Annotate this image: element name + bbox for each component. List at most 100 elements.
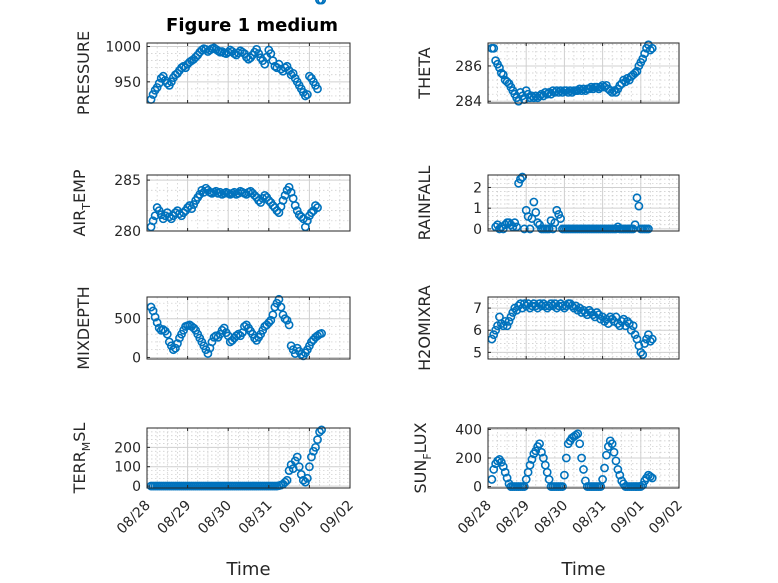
data-point bbox=[489, 465, 499, 474]
data-point bbox=[233, 188, 243, 198]
data-point bbox=[203, 349, 213, 358]
data-point bbox=[647, 334, 657, 344]
y-axis-label-subscript: T bbox=[80, 203, 93, 211]
subplot-8: 0 200 400 SUNFLUX 08/2808/2908/3008/3109/010… bbox=[411, 422, 686, 580]
x-axis-label: Time bbox=[225, 559, 270, 580]
axes-box bbox=[487, 42, 680, 104]
data-point bbox=[567, 301, 577, 311]
figure-title: Figure 1 medium bbox=[166, 15, 338, 36]
data-point bbox=[592, 308, 602, 317]
y-tick-label: 0 bbox=[132, 350, 141, 366]
data-point bbox=[152, 318, 162, 327]
data-point bbox=[514, 178, 523, 188]
data-point bbox=[638, 350, 648, 359]
data-point bbox=[558, 482, 567, 491]
data-point bbox=[317, 0, 326, 5]
data-point bbox=[531, 446, 541, 456]
data-point bbox=[556, 86, 565, 96]
y-tick-label: 284 bbox=[455, 94, 482, 110]
data-point bbox=[296, 212, 306, 222]
data-point bbox=[525, 460, 535, 470]
data-point bbox=[307, 208, 316, 218]
data-point bbox=[274, 294, 284, 304]
data-point bbox=[508, 222, 518, 232]
x-tick-label: 08/28 bbox=[455, 498, 495, 538]
data-point bbox=[302, 90, 312, 99]
data-point bbox=[498, 462, 508, 471]
data-point bbox=[577, 86, 586, 96]
data-point bbox=[504, 316, 514, 326]
data-point bbox=[500, 316, 510, 326]
y-tick-label: 200 bbox=[114, 440, 141, 456]
data-point bbox=[489, 330, 499, 340]
data-point bbox=[250, 333, 259, 343]
data-point bbox=[579, 465, 588, 474]
subplot-7: 0 100 200 TERRMSL 08/28 08/29 08/30 08/31 09/01 0… bbox=[70, 423, 357, 580]
data-point bbox=[628, 321, 638, 331]
data-point bbox=[164, 212, 174, 222]
data-point bbox=[201, 44, 211, 54]
data-point bbox=[282, 475, 292, 485]
data-point bbox=[496, 457, 506, 467]
y-tick-label: 2 bbox=[473, 180, 482, 196]
y-axis-label: SUNFLUX bbox=[411, 422, 434, 493]
data-point bbox=[162, 78, 172, 88]
data-point bbox=[529, 197, 539, 207]
y-tick-label: 0 bbox=[473, 222, 482, 238]
data-point bbox=[561, 453, 571, 463]
data-point bbox=[313, 84, 322, 94]
y-axis-label: H2OMIXRA bbox=[415, 285, 434, 371]
y-axis-label: RAINFALL bbox=[415, 166, 434, 241]
data-point bbox=[294, 462, 304, 472]
subplot-5: 0 500 MIXDEPTH bbox=[74, 286, 351, 370]
y-axis-label-rest: LUX bbox=[411, 422, 430, 453]
y-axis-label: TERRMSL bbox=[70, 423, 93, 495]
data-point bbox=[211, 331, 221, 341]
data-point bbox=[296, 349, 306, 359]
data-point bbox=[264, 318, 274, 327]
data-point bbox=[615, 470, 625, 480]
data-point bbox=[252, 44, 262, 54]
data-point bbox=[284, 182, 294, 192]
axes-box bbox=[146, 42, 351, 104]
data-point bbox=[158, 71, 168, 81]
data-point bbox=[613, 465, 623, 474]
data-point bbox=[288, 68, 298, 78]
x-tick-label: 09/02 bbox=[317, 498, 357, 538]
data-point bbox=[630, 330, 640, 340]
y-axis-label-rest: SL bbox=[70, 423, 89, 442]
data-point bbox=[634, 201, 644, 211]
data-point bbox=[162, 329, 172, 339]
data-point bbox=[317, 425, 326, 435]
x-tick-label: 08/31 bbox=[236, 498, 276, 538]
data-point bbox=[556, 214, 565, 223]
data-point bbox=[647, 473, 657, 483]
axes-box bbox=[146, 296, 351, 360]
data-point bbox=[502, 473, 512, 483]
data-point bbox=[560, 470, 569, 480]
data-point bbox=[171, 343, 180, 353]
data-point bbox=[554, 88, 564, 97]
data-point bbox=[506, 312, 516, 322]
data-point bbox=[512, 222, 522, 232]
x-tick-label: 08/29 bbox=[155, 498, 195, 538]
data-point bbox=[632, 66, 642, 76]
data-point bbox=[173, 339, 182, 348]
data-point bbox=[304, 462, 314, 472]
data-point bbox=[573, 429, 583, 439]
data-point bbox=[148, 216, 158, 226]
data-point bbox=[552, 205, 562, 215]
y-tick-label: 5 bbox=[473, 345, 482, 361]
data-point bbox=[645, 336, 655, 346]
y-axis-label: THETA bbox=[415, 47, 434, 99]
data-point bbox=[302, 473, 312, 483]
x-tick-label: 09/02 bbox=[646, 498, 686, 538]
data-point bbox=[563, 88, 573, 97]
data-point bbox=[554, 210, 564, 219]
data-point bbox=[219, 323, 229, 333]
data-point bbox=[313, 435, 322, 445]
data-point bbox=[148, 90, 158, 99]
data-point bbox=[516, 174, 525, 184]
